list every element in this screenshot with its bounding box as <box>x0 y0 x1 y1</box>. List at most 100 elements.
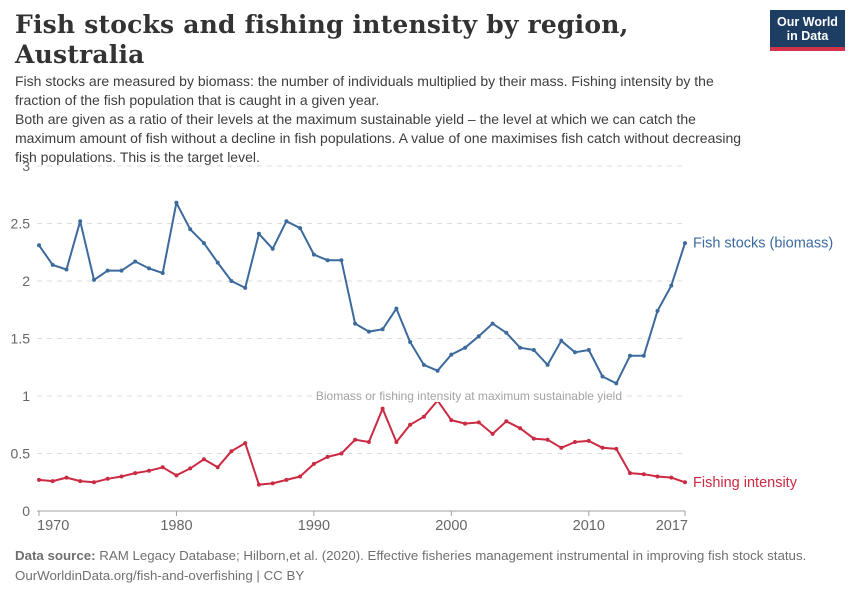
data-point-fish-stocks-biomass-2010[interactable] <box>586 348 591 352</box>
data-point-fishing-intensity-2006[interactable] <box>531 436 536 441</box>
data-point-fishing-intensity-1987[interactable] <box>270 481 275 486</box>
data-point-fishing-intensity-1998[interactable] <box>421 414 426 419</box>
data-point-fishing-intensity-1981[interactable] <box>188 466 193 471</box>
data-point-fishing-intensity-2016[interactable] <box>669 475 674 480</box>
data-point-fish-stocks-biomass-1979[interactable] <box>160 271 165 275</box>
data-point-fishing-intensity-1978[interactable] <box>147 468 151 473</box>
series-end-label-fishing-intensity[interactable]: Fishing intensity <box>693 475 798 491</box>
data-point-fishing-intensity-2015[interactable] <box>655 474 660 479</box>
data-point-fishing-intensity-1992[interactable] <box>339 451 344 456</box>
data-point-fish-stocks-biomass-1984[interactable] <box>229 279 234 283</box>
data-point-fish-stocks-biomass-1998[interactable] <box>421 362 426 367</box>
data-point-fishing-intensity-2014[interactable] <box>641 472 646 477</box>
data-point-fishing-intensity-1994[interactable] <box>366 440 371 444</box>
data-point-fish-stocks-biomass-2011[interactable] <box>600 374 605 379</box>
data-point-fish-stocks-biomass-1970[interactable] <box>37 243 41 248</box>
footer-license-line[interactable]: OurWorldinData.org/fish-and-overfishing … <box>15 567 305 583</box>
data-point-fishing-intensity-1985[interactable] <box>243 441 248 446</box>
data-point-fish-stocks-biomass-1997[interactable] <box>408 340 413 344</box>
data-point-fishing-intensity-2004[interactable] <box>504 419 509 424</box>
data-point-fishing-intensity-1971[interactable] <box>50 479 55 484</box>
data-point-fish-stocks-biomass-2001[interactable] <box>463 345 468 350</box>
data-point-fishing-intensity-2012[interactable] <box>614 446 619 451</box>
data-point-fish-stocks-biomass-1971[interactable] <box>50 262 55 267</box>
data-point-fishing-intensity-1975[interactable] <box>105 476 110 481</box>
data-point-fish-stocks-biomass-2016[interactable] <box>669 283 674 288</box>
data-point-fishing-intensity-2007[interactable] <box>545 437 550 442</box>
data-point-fish-stocks-biomass-1995[interactable] <box>380 327 385 332</box>
data-point-fish-stocks-biomass-2009[interactable] <box>573 350 577 355</box>
data-point-fish-stocks-biomass-1992[interactable] <box>339 258 344 263</box>
series-line-fish-stocks-biomass[interactable] <box>38 201 686 385</box>
data-point-fish-stocks-biomass-2015[interactable] <box>655 308 660 313</box>
data-point-fishing-intensity-1976[interactable] <box>119 474 124 479</box>
data-point-fishing-intensity-2009[interactable] <box>573 440 577 444</box>
data-point-fish-stocks-biomass-1973[interactable] <box>78 219 83 224</box>
data-point-fish-stocks-biomass-1989[interactable] <box>298 226 303 231</box>
data-point-fish-stocks-biomass-1983[interactable] <box>215 260 220 265</box>
data-point-fish-stocks-biomass-1993[interactable] <box>353 321 358 326</box>
data-point-fishing-intensity-1970[interactable] <box>37 477 41 482</box>
data-point-fish-stocks-biomass-2000[interactable] <box>449 352 454 357</box>
data-point-fish-stocks-biomass-1996[interactable] <box>394 306 399 311</box>
data-point-fishing-intensity-2017[interactable] <box>683 480 687 485</box>
data-point-fishing-intensity-1973[interactable] <box>78 479 83 484</box>
data-point-fishing-intensity-1984[interactable] <box>229 449 234 454</box>
data-point-fish-stocks-biomass-2012[interactable] <box>614 381 619 386</box>
data-point-fish-stocks-biomass-2005[interactable] <box>518 345 523 350</box>
data-point-fishing-intensity-1986[interactable] <box>256 482 261 487</box>
data-point-fish-stocks-biomass-1975[interactable] <box>105 268 110 273</box>
data-point-fishing-intensity-2005[interactable] <box>518 426 523 431</box>
data-point-fish-stocks-biomass-2004[interactable] <box>504 330 509 335</box>
data-point-fish-stocks-biomass-1986[interactable] <box>256 231 261 236</box>
data-point-fish-stocks-biomass-2013[interactable] <box>628 353 632 358</box>
data-point-fishing-intensity-2001[interactable] <box>463 421 468 426</box>
data-point-fish-stocks-biomass-1976[interactable] <box>119 268 124 273</box>
data-point-fish-stocks-biomass-2002[interactable] <box>476 334 481 339</box>
data-point-fish-stocks-biomass-1978[interactable] <box>147 266 151 271</box>
data-point-fishing-intensity-1999[interactable] <box>435 398 440 403</box>
data-point-fish-stocks-biomass-1988[interactable] <box>284 219 289 224</box>
data-point-fish-stocks-biomass-1990[interactable] <box>311 252 316 257</box>
data-point-fishing-intensity-1991[interactable] <box>325 454 330 459</box>
data-point-fishing-intensity-1974[interactable] <box>92 480 96 485</box>
data-point-fish-stocks-biomass-2006[interactable] <box>531 348 536 352</box>
data-point-fish-stocks-biomass-2017[interactable] <box>683 241 687 246</box>
data-point-fishing-intensity-1972[interactable] <box>64 475 69 480</box>
data-point-fish-stocks-biomass-1991[interactable] <box>325 258 330 263</box>
data-point-fishing-intensity-1989[interactable] <box>298 474 303 479</box>
data-point-fishing-intensity-1983[interactable] <box>215 465 220 470</box>
data-point-fishing-intensity-2000[interactable] <box>449 418 454 423</box>
data-point-fishing-intensity-1993[interactable] <box>353 437 358 442</box>
data-point-fishing-intensity-1995[interactable] <box>380 406 385 411</box>
series-line-fishing-intensity[interactable] <box>38 399 686 486</box>
data-point-fish-stocks-biomass-1981[interactable] <box>188 227 193 232</box>
data-point-fish-stocks-biomass-1974[interactable] <box>92 277 96 282</box>
series-end-label-fish-stocks-biomass[interactable]: Fish stocks (biomass) <box>693 236 833 252</box>
data-point-fishing-intensity-1988[interactable] <box>284 477 289 482</box>
data-point-fishing-intensity-1990[interactable] <box>311 461 316 466</box>
data-point-fish-stocks-biomass-1994[interactable] <box>366 329 371 334</box>
data-point-fishing-intensity-1982[interactable] <box>201 457 206 462</box>
data-point-fish-stocks-biomass-1980[interactable] <box>174 200 179 205</box>
data-point-fishing-intensity-1996[interactable] <box>394 440 399 444</box>
data-point-fishing-intensity-1997[interactable] <box>408 422 413 427</box>
data-point-fish-stocks-biomass-1985[interactable] <box>243 285 248 290</box>
data-point-fishing-intensity-2013[interactable] <box>628 471 632 476</box>
data-point-fishing-intensity-1977[interactable] <box>133 471 138 476</box>
data-point-fish-stocks-biomass-2008[interactable] <box>559 338 564 343</box>
data-point-fish-stocks-biomass-1972[interactable] <box>64 267 69 272</box>
data-point-fish-stocks-biomass-1977[interactable] <box>133 259 138 264</box>
data-point-fishing-intensity-1979[interactable] <box>160 465 165 470</box>
data-point-fishing-intensity-2003[interactable] <box>490 431 495 436</box>
data-point-fish-stocks-biomass-2003[interactable] <box>490 321 495 326</box>
data-point-fishing-intensity-2010[interactable] <box>586 438 591 443</box>
owid-logo[interactable]: Our World in Data <box>770 10 845 51</box>
data-point-fish-stocks-biomass-1987[interactable] <box>270 246 275 251</box>
data-point-fishing-intensity-2002[interactable] <box>476 420 481 425</box>
data-point-fish-stocks-biomass-2014[interactable] <box>641 353 646 358</box>
data-point-fishing-intensity-2008[interactable] <box>559 445 564 450</box>
data-point-fishing-intensity-2011[interactable] <box>600 445 605 450</box>
data-point-fishing-intensity-1980[interactable] <box>174 473 179 478</box>
data-point-fish-stocks-biomass-2007[interactable] <box>545 362 550 367</box>
